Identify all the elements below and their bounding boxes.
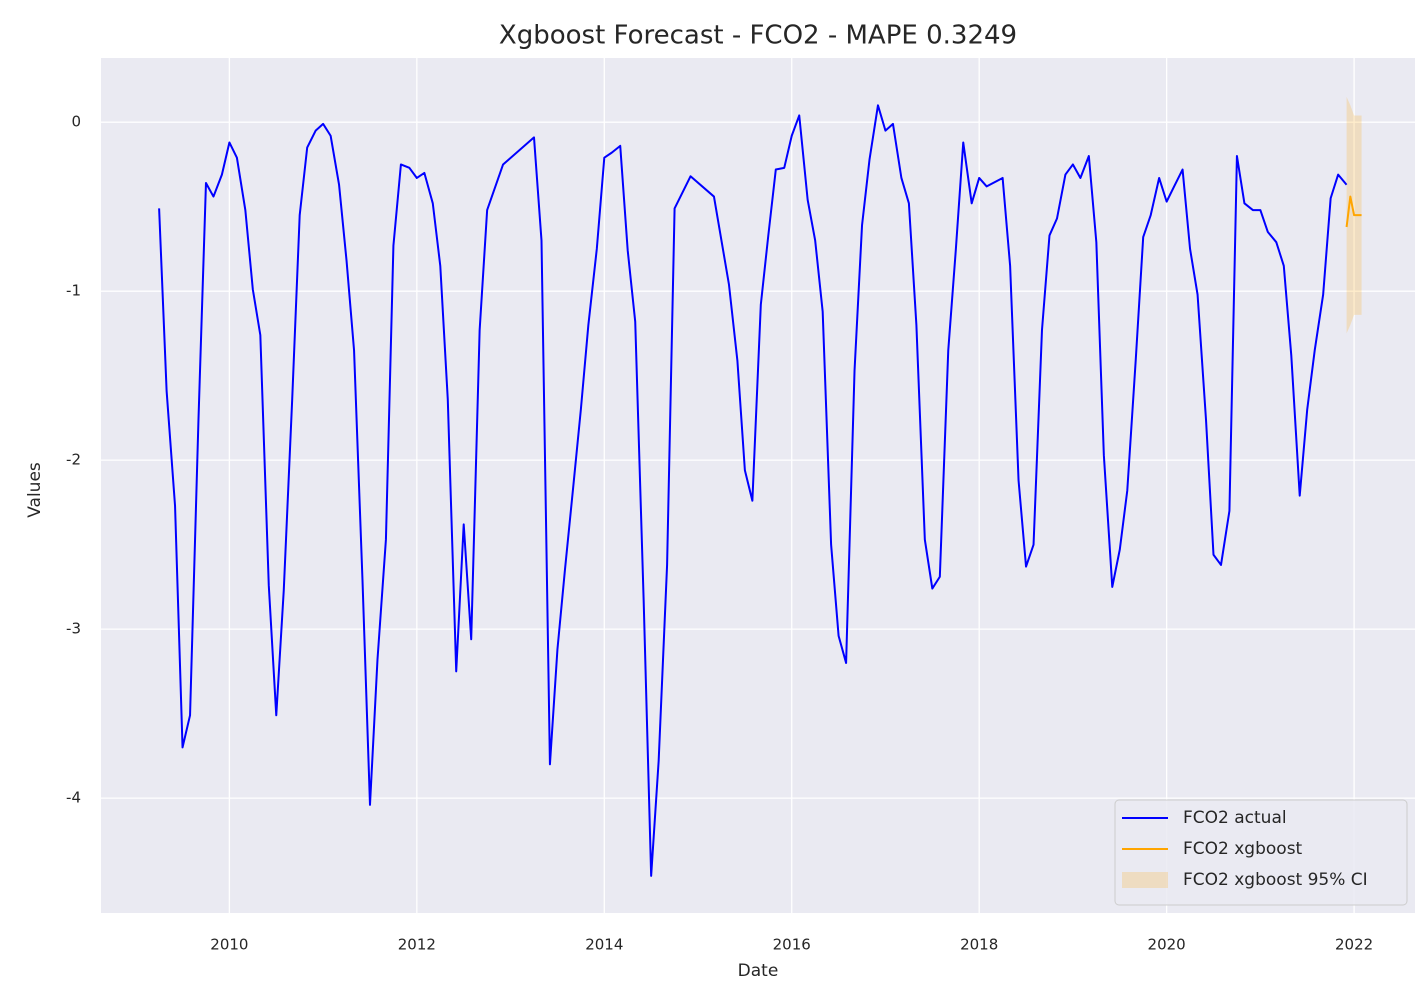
y-axis-label: Values <box>25 462 45 518</box>
x-tick-label: 2016 <box>773 936 811 954</box>
legend: FCO2 actual FCO2 xgboost FCO2 xgboost 95% … <box>1114 799 1408 906</box>
confidence-band <box>1346 96 1362 334</box>
marks <box>158 96 1362 877</box>
legend-label: FCO2 actual <box>1183 808 1287 828</box>
plot-background <box>101 58 1415 913</box>
x-tick-label: 2022 <box>1335 936 1373 954</box>
y-tick-label: -2 <box>66 451 81 469</box>
legend-box <box>1114 799 1408 906</box>
legend-label: FCO2 xgboost 95% CI <box>1183 870 1368 890</box>
x-tick-label: 2014 <box>585 936 623 954</box>
series-line <box>1345 195 1362 228</box>
y-tick-label: 0 <box>71 113 81 131</box>
x-tick-label: 2020 <box>1148 936 1186 954</box>
y-tick-label: -3 <box>66 620 81 638</box>
legend-label: FCO2 xgboost <box>1183 839 1303 859</box>
chart-title: Xgboost Forecast - FCO2 - MAPE 0.3249 <box>499 21 1017 51</box>
x-axis-label: Date <box>738 961 779 981</box>
x-tick-label: 2010 <box>210 936 248 954</box>
series-line <box>158 104 1348 877</box>
y-tick-label: -4 <box>66 789 81 807</box>
legend-swatch <box>1122 872 1168 888</box>
y-tick-label: -1 <box>66 282 81 300</box>
x-tick-label: 2018 <box>960 936 998 954</box>
x-tick-label: 2012 <box>398 936 436 954</box>
